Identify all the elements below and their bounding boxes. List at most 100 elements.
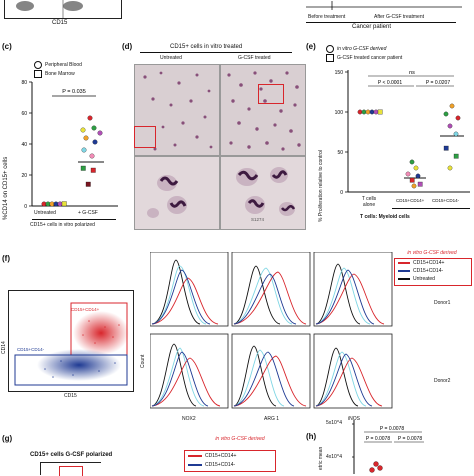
c-x-untreated: Untreated	[34, 210, 56, 216]
h-ylabel: etric mean	[318, 446, 324, 470]
top-axis-line	[306, 1, 462, 10]
c-pvalue: P = 0.035	[62, 89, 86, 95]
c-caption-line	[32, 219, 116, 220]
f-gate-pos: CD15+CD14+	[71, 307, 100, 312]
g-title: CD15+ cells G-CSF polarized	[30, 452, 113, 458]
d-untreated-zoom-box	[134, 126, 156, 148]
g-legend-cd14neg: CD15+CD14-	[205, 461, 236, 468]
d-gcsf-highmag-image: S1274	[220, 156, 306, 230]
panel-c-legend: Peripheral Blood Bone Marrow	[34, 60, 82, 78]
top-cd15-label: CD15	[52, 20, 68, 26]
h-points	[369, 461, 383, 473]
f-legend-cd14neg: CD15+CD14-	[413, 268, 444, 274]
red-line-swatch-icon	[398, 262, 410, 264]
c-gcsf-points	[80, 115, 103, 187]
hist-nox2-donor1	[150, 252, 229, 327]
h-p3: P = 0.0078	[398, 436, 422, 442]
e-ytick-50: 50	[337, 150, 343, 156]
h-ytick-mid: 4x10^4	[326, 454, 342, 460]
hist-nox2-donor2	[150, 333, 229, 409]
f-x-nox2: NOX2	[182, 416, 196, 422]
d-untreated-highmag-image	[134, 156, 220, 230]
e-ytick-0: 0	[340, 190, 343, 196]
top-patient-header: Cancer patient	[352, 24, 392, 30]
panel-d-label: (d)	[122, 42, 133, 51]
d-untreated-label: Untreated	[160, 55, 182, 61]
f-count-label: Count	[140, 354, 146, 368]
hist-inos-donor1	[313, 252, 393, 327]
panel-c-plot: 0 20 40 60 80 P = 0.035	[21, 80, 118, 210]
c-ytick-80: 80	[21, 80, 27, 86]
f-donor1: Donor1	[434, 300, 451, 306]
h-p2: P = 0.0078	[366, 436, 390, 442]
e-cd14neg-points	[443, 103, 461, 171]
panel-g-label: (g)	[2, 434, 13, 443]
hist-arg1-donor2	[231, 333, 311, 409]
f-dotplot: CD15+CD14+ CD15+CD14-	[8, 290, 134, 392]
circle-marker-icon	[34, 60, 42, 69]
c-x-gcsf: + G-CSF	[78, 210, 98, 216]
f-legend-title: in vitro G-CSF derived	[407, 250, 457, 256]
f-x-arg1: ARG 1	[264, 416, 280, 422]
e-p2: P = 0.0207	[426, 80, 450, 86]
e-ytick-100: 100	[335, 110, 344, 116]
top-underline	[306, 22, 456, 23]
blue-line-swatch-icon	[188, 463, 202, 466]
top-dotplot-density	[16, 0, 83, 18]
d-gcsf-label: G-CSF treated	[238, 55, 271, 61]
hist-inos-donor2	[313, 333, 393, 409]
f-legend-untreated: Untreated	[413, 276, 435, 282]
legend-peripheral-blood: Peripheral Blood	[45, 61, 82, 68]
c-ytick-60: 60	[21, 111, 27, 117]
black-line-swatch-icon	[398, 278, 410, 280]
legend-bone-marrow: Bone Marrow	[45, 70, 75, 77]
d-header-line	[140, 52, 292, 53]
e-p1: P < 0.0001	[378, 80, 402, 86]
e-legend-patient: G-CSF treated cancer patient	[337, 54, 403, 61]
e-tcells-points	[357, 109, 383, 115]
e-caption-line	[392, 208, 470, 209]
f-legend-box: CD15+CD14+ CD15+CD14- Untreated	[394, 258, 472, 286]
square-marker-icon	[34, 69, 42, 78]
d-gcsf-lowmag-image	[220, 64, 306, 156]
e-legend-invitro: in vitro G-CSF derived	[337, 45, 387, 52]
g-red-gate	[59, 466, 83, 476]
g-legend-cd14pos: CD15+CD14+	[205, 452, 237, 459]
panel-c-label: (c)	[2, 42, 12, 51]
c-untreated-points	[41, 201, 67, 207]
f-histogram-grid	[150, 252, 393, 409]
panel-c-ylabel: %CD14 on CD15+ cells	[3, 156, 9, 220]
d-gcsf-zoom-box	[258, 84, 284, 104]
g-legend-box: CD15+CD14+ CD15+CD14-	[184, 450, 276, 472]
blue-line-swatch-icon	[398, 270, 410, 272]
e-ns: ns	[409, 70, 415, 76]
panel-e-legend: in vitro G-CSF derived G-CSF treated can…	[326, 44, 402, 62]
f-dotplot-svg	[14, 302, 129, 386]
red-line-swatch-icon	[188, 454, 202, 457]
top-patient-strip	[302, 0, 468, 12]
h-p1: P = 0.0078	[380, 426, 404, 432]
h-plot: P = 0.0078 P = 0.0078 P = 0.0078	[352, 420, 424, 474]
e-cd14pos-points	[405, 159, 423, 189]
g-plot-frame	[40, 462, 101, 476]
panel-d-header: CD15+ cells in vitro treated	[170, 44, 243, 50]
c-ytick-0: 0	[24, 204, 27, 210]
d-stamp: S1274	[251, 217, 265, 222]
e-x-tcells: T cells alone	[361, 196, 377, 208]
h-ytick-top: 5x10^4	[326, 420, 342, 426]
e-ylabel: % Proliferation relative to control	[318, 150, 324, 222]
c-caption: CD15+ cells in vitro polarized	[30, 222, 95, 228]
f-xlabel: CD15	[64, 393, 77, 399]
g-legend-title: in vitro G-CSF derived	[215, 436, 265, 442]
top-after-label: After G-CSF treatment	[374, 14, 425, 20]
panel-e-label: (e)	[306, 42, 316, 51]
e-x-cd14neg: CD15+CD14-	[432, 198, 460, 203]
f-x-inos: iNOS	[348, 416, 360, 422]
f-donor2: Donor2	[434, 378, 451, 384]
c-ytick-20: 20	[21, 173, 27, 179]
d-untreated-lowmag-image	[134, 64, 220, 156]
e-ytick-150: 150	[335, 70, 344, 76]
f-gate-neg: CD15+CD14-	[17, 347, 45, 352]
e-caption: T cells: Myeloid cells	[360, 214, 410, 220]
c-ytick-40: 40	[21, 142, 27, 148]
